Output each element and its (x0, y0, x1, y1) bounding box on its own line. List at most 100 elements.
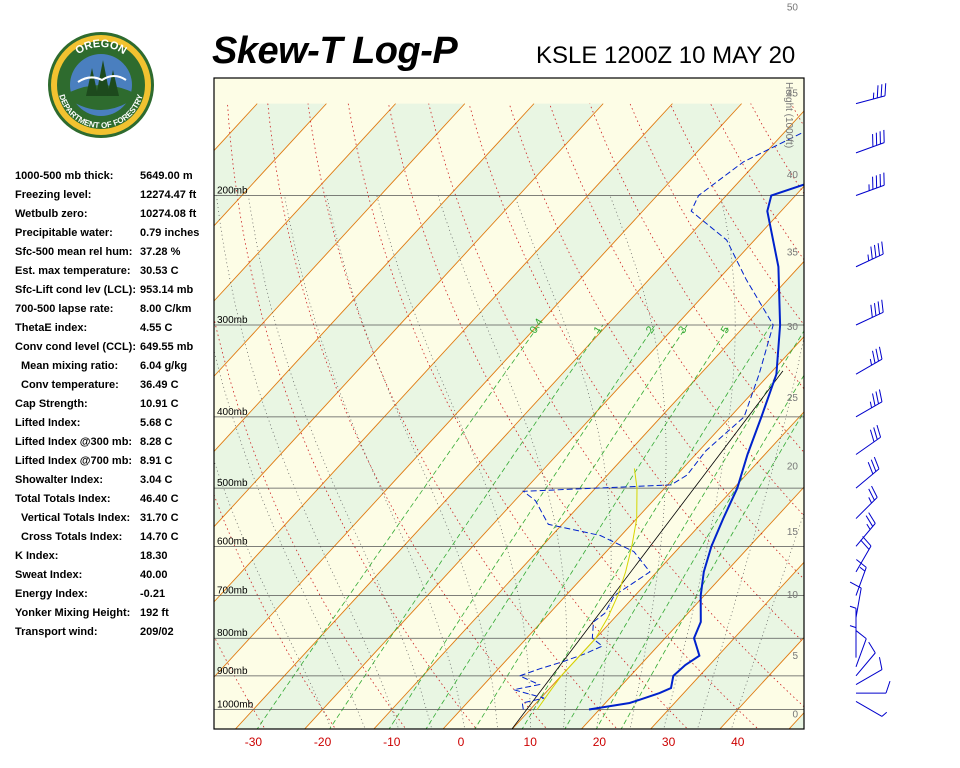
index-row: Conv cond level (CCL): 649.55 mb (15, 339, 215, 358)
isotherm-line (214, 103, 742, 678)
wind-barb-flag (876, 425, 882, 438)
isotherm-line (511, 411, 804, 729)
index-label: Sfc-Lift cond lev (LCL): (15, 284, 136, 296)
index-label: Vertical Totals Index: (21, 512, 131, 524)
wind-barb-flag (873, 427, 878, 440)
wind-barb-flag (868, 641, 876, 654)
wind-barb-flag (856, 630, 867, 640)
moist-adiabat-line (697, 335, 804, 729)
wind-barb-flag (878, 346, 883, 360)
wind-barb-staff (855, 700, 883, 717)
wind-barb (855, 456, 880, 489)
index-value: 12274.47 ft (140, 189, 197, 201)
wind-barb-staff (855, 638, 867, 668)
height-tick-label: 40 (787, 170, 799, 181)
temperature-tick-label: 0 (458, 735, 465, 749)
index-row: Total Totals Index: 46.40 C (15, 491, 215, 510)
mixing-ratio-line (425, 324, 688, 729)
isotherm-line (234, 110, 804, 729)
index-row: Cap Strength: 10.91 C (15, 396, 215, 415)
reference-line (511, 370, 784, 729)
index-row: Freezing level: 12274.47 ft (15, 187, 215, 206)
isotherm-line (214, 103, 466, 377)
index-value: 37.28 % (140, 246, 181, 258)
index-label: Conv temperature: (21, 379, 119, 391)
height-tick-label: 30 (787, 322, 799, 333)
wind-barb-flag (873, 303, 877, 316)
wind-barb-staff (855, 567, 867, 596)
dewpoint-trace (513, 131, 804, 710)
parcel-trace (536, 468, 638, 710)
temperature-trace (588, 183, 804, 711)
mixing-ratio-line (474, 324, 731, 729)
wind-barb-half (849, 625, 857, 629)
index-label: Cross Totals Index: (21, 531, 123, 543)
wind-barb (855, 700, 888, 717)
temperature-tick-label: 10 (524, 735, 538, 749)
index-value: 8.28 C (140, 436, 173, 448)
wind-barb-staff (855, 142, 885, 154)
wind-barb-staff (855, 468, 880, 489)
dry-adiabat-line (871, 104, 960, 732)
wind-barb-staff (855, 497, 878, 519)
isotherm-line (650, 561, 804, 729)
wind-barb-staff (855, 95, 886, 105)
mixing-ratio-line (388, 324, 656, 729)
index-row: Lifted Index @700 mb: 8.91 C (15, 453, 215, 472)
index-value: 36.49 C (140, 379, 179, 391)
wind-barb-flag (875, 391, 880, 404)
chart-title: Skew-T Log-P (212, 30, 458, 72)
wind-barb-flag (871, 485, 878, 498)
wind-barb (855, 641, 876, 677)
wind-barb (855, 536, 872, 573)
dry-adiabat-line (227, 103, 477, 729)
mixing-ratio-label: 5 (719, 324, 732, 336)
stability-indices-panel: 1000-500 mb thick: 5649.00 m Freezing leve… (15, 168, 215, 643)
wind-barb-flag (868, 512, 876, 524)
dry-adiabat-line (952, 104, 960, 732)
wind-barb-staff (855, 523, 876, 547)
mixing-ratio-line (564, 330, 804, 729)
moist-adiabat-line (663, 195, 736, 729)
index-value: 10.91 C (140, 398, 179, 410)
index-label: Showalter Index: (15, 474, 104, 486)
index-row: Est. max temperature: 30.53 C (15, 263, 215, 282)
wind-barb-staff (855, 652, 876, 677)
dry-adiabat-line (831, 104, 960, 732)
height-tick-label: 20 (787, 461, 799, 472)
dry-adiabat-line (468, 103, 804, 644)
wind-barb-half (868, 497, 873, 504)
pressure-label: 300mb (217, 315, 248, 326)
wind-barb-flag (877, 301, 881, 315)
index-label: Lifted Index @300 mb: (15, 436, 133, 448)
isotherm-line (214, 103, 535, 453)
index-value: 40.00 (140, 569, 168, 581)
height-tick-label: 5 (792, 651, 798, 662)
isotherm-line (788, 712, 804, 729)
index-label: Cap Strength: (15, 398, 88, 410)
temperature-tick-label: 40 (731, 735, 745, 749)
temperature-tick-label: -20 (314, 735, 332, 749)
wind-barb-flag (870, 246, 873, 260)
index-value: 5649.00 m (140, 170, 193, 182)
pressure-label: 1000mb (217, 700, 254, 711)
wind-barb-half (881, 711, 888, 717)
index-value: 18.30 (140, 550, 168, 562)
height-tick-label: 45 (787, 88, 799, 99)
wind-barb (856, 680, 891, 694)
height-tick-label: 10 (787, 590, 799, 601)
dry-adiabat-line (549, 103, 804, 517)
index-value: 6.04 g/kg (140, 360, 188, 372)
isotherm-line (214, 103, 396, 302)
index-value: -0.21 (140, 588, 166, 600)
index-label: 700-500 lapse rate: (15, 303, 114, 315)
index-row: Wetbulb zero: 10274.08 ft (15, 206, 215, 225)
index-label: K Index: (15, 550, 59, 562)
index-row: Lifted Index: 5.68 C (15, 415, 215, 434)
wind-barb-staff (855, 436, 881, 455)
wind-barb-flag (862, 536, 872, 547)
index-row: Precipitable water: 0.79 inches (15, 225, 215, 244)
wind-barb-flag (870, 304, 873, 318)
index-value: 14.70 C (140, 531, 179, 543)
